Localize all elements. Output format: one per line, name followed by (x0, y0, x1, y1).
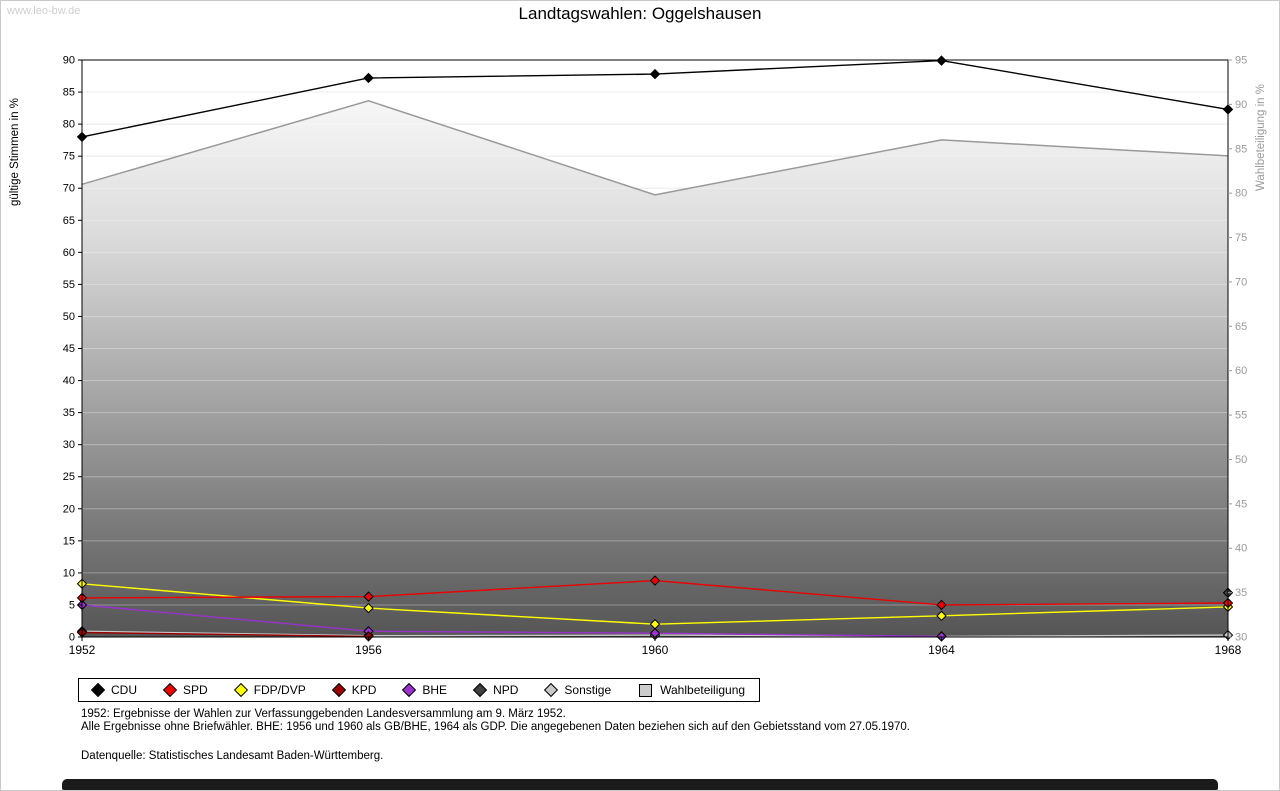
svg-text:55: 55 (63, 279, 75, 291)
svg-text:55: 55 (1235, 410, 1247, 422)
chart-legend: CDU SPD FDP/DVP KPD BHE NPD Sonstige Wahlbeteil… (78, 678, 761, 702)
svg-text:50: 50 (63, 311, 75, 323)
svg-text:5: 5 (69, 599, 75, 611)
svg-text:1964: 1964 (928, 643, 955, 657)
legend-item-sonstige: Sonstige (544, 682, 612, 698)
svg-text:85: 85 (1235, 143, 1247, 155)
svg-text:35: 35 (1235, 587, 1247, 599)
svg-text:15: 15 (63, 535, 75, 547)
svg-text:40: 40 (63, 375, 75, 387)
footnote-1952: 1952: Ergebnisse der Wahlen zur Verfassu… (81, 708, 566, 720)
diamond-marker-icon (331, 682, 346, 698)
legend-label: SPD (183, 683, 208, 697)
legend-item-cdu: CDU (90, 682, 137, 698)
line-chart: 0 5 10 15 20 25 30 35 40 45 50 55 60 65 70 75 80 85 90 30 35… (9, 55, 1267, 658)
leo-bw-watermark: www.leo-bw.de (7, 5, 81, 17)
footnotes: 1952: Ergebnisse der Wahlen zur Verfassu… (81, 708, 910, 763)
svg-text:75: 75 (63, 151, 75, 163)
svg-text:90: 90 (63, 55, 75, 67)
svg-text:60: 60 (1235, 365, 1247, 377)
svg-text:70: 70 (63, 183, 75, 195)
svg-text:65: 65 (1235, 321, 1247, 333)
svg-text:45: 45 (1235, 498, 1247, 510)
legend-label: Sonstige (564, 683, 612, 697)
svg-text:gültige Stimmen in %: gültige Stimmen in % (9, 98, 21, 206)
svg-text:70: 70 (1235, 276, 1247, 288)
svg-text:1956: 1956 (355, 643, 382, 657)
footnote-method: Alle Ergebnisse ohne Briefwähler. BHE: 1… (81, 721, 910, 733)
svg-text:1952: 1952 (69, 643, 96, 657)
legend-label: Wahlbeteiligung (660, 683, 746, 697)
legend-label: CDU (111, 683, 137, 697)
legend-label: NPD (493, 683, 519, 697)
svg-text:45: 45 (63, 343, 75, 355)
legend-item-kpd: KPD (331, 682, 377, 698)
diamond-marker-icon (233, 682, 248, 698)
svg-text:95: 95 (1235, 55, 1247, 67)
diamond-marker-icon (90, 682, 106, 698)
svg-text:1960: 1960 (642, 643, 669, 657)
svg-text:80: 80 (63, 119, 75, 131)
svg-text:30: 30 (1235, 632, 1247, 644)
svg-text:65: 65 (63, 215, 75, 227)
chart-title: Landtagswahlen: Oggelshausen (518, 4, 762, 23)
svg-text:20: 20 (63, 503, 75, 515)
svg-text:25: 25 (63, 471, 75, 483)
svg-text:75: 75 (1235, 232, 1247, 244)
legend-item-wahlbeteiligung: Wahlbeteiligung (639, 683, 745, 697)
svg-text:1968: 1968 (1215, 643, 1242, 657)
svg-text:35: 35 (63, 407, 75, 419)
diamond-marker-icon (544, 682, 559, 698)
svg-text:60: 60 (63, 247, 75, 259)
svg-text:Wahlbeteiligung in %: Wahlbeteiligung in % (1255, 84, 1267, 191)
diamond-marker-icon (402, 682, 417, 698)
bottom-bar (62, 779, 1218, 790)
legend-item-bhe: BHE (402, 682, 448, 698)
svg-text:85: 85 (63, 87, 75, 99)
legend-item-fdp-dvp: FDP/DVP (233, 682, 306, 698)
svg-text:50: 50 (1235, 454, 1247, 466)
svg-text:40: 40 (1235, 543, 1247, 555)
diamond-marker-icon (162, 682, 178, 698)
legend-label: FDP/DVP (253, 683, 306, 697)
svg-text:80: 80 (1235, 188, 1247, 200)
svg-text:30: 30 (63, 439, 75, 451)
data-source: Datenquelle: Statistisches Landesamt Bad… (81, 750, 384, 762)
svg-text:10: 10 (63, 567, 75, 579)
svg-text:90: 90 (1235, 99, 1247, 111)
legend-item-npd: NPD (473, 682, 519, 698)
svg-text:0: 0 (69, 632, 75, 644)
legend-label: KPD (351, 683, 377, 697)
area-swatch-icon (639, 683, 653, 697)
legend-label: BHE (422, 683, 448, 697)
legend-item-spd: SPD (162, 682, 208, 698)
diamond-marker-icon (473, 682, 488, 698)
